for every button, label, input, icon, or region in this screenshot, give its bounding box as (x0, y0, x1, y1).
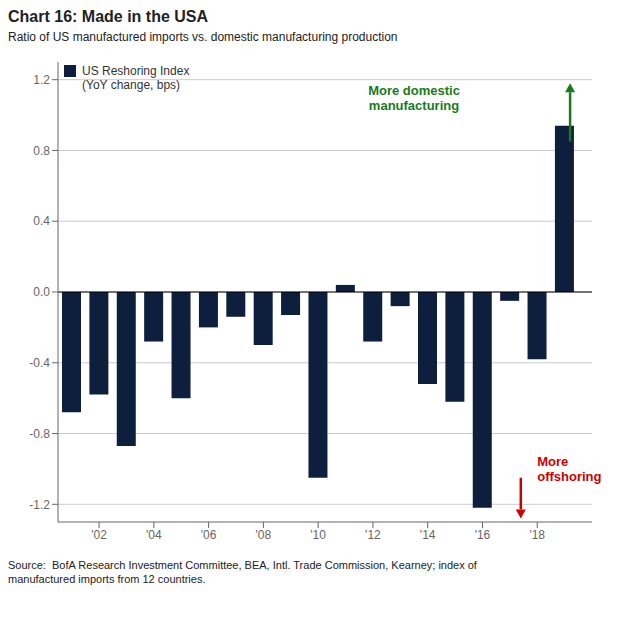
svg-text:'16: '16 (475, 528, 491, 542)
svg-text:'14: '14 (420, 528, 436, 542)
svg-text:0.8: 0.8 (33, 144, 50, 158)
html-text:Source: BofA Research Investme: Source: BofA Research Investment Committ… (8, 559, 477, 585)
svg-text:-1.2: -1.2 (29, 498, 50, 512)
svg-text:0.0: 0.0 (33, 285, 50, 299)
html-text:Ratio of US manufactured impor: Ratio of US manufactured imports vs. dom… (8, 30, 398, 44)
svg-text:-0.4: -0.4 (29, 356, 50, 370)
svg-text:-0.8: -0.8 (29, 427, 50, 441)
html-text:Chart 16: Made in the USA: Chart 16: Made in the USA (8, 8, 208, 25)
svg-text:1.2: 1.2 (33, 73, 50, 87)
svg-text:0.4: 0.4 (33, 214, 50, 228)
svg-text:Moreoffshoring: Moreoffshoring (537, 454, 601, 484)
svg-text:'08: '08 (256, 528, 272, 542)
svg-text:'02: '02 (91, 528, 107, 542)
svg-text:'04: '04 (146, 528, 162, 542)
svg-text:'06: '06 (201, 528, 217, 542)
svg-text:'18: '18 (529, 528, 545, 542)
html-text:US Reshoring Index (YoY change: US Reshoring Index (YoY change, bps) (82, 64, 190, 92)
svg-text:'10: '10 (310, 528, 326, 542)
svg-text:More domesticmanufacturing: More domesticmanufacturing (368, 82, 460, 112)
svg-text:'12: '12 (365, 528, 381, 542)
